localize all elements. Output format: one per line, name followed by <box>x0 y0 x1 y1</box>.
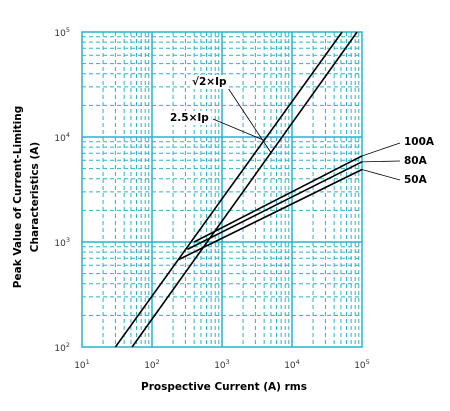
leader-line-0 <box>225 84 272 153</box>
y-tick-label-0: 102 <box>54 341 70 354</box>
x-tick-label-0: 101 <box>74 358 90 371</box>
curve-label-0: √2×Ip <box>192 76 227 88</box>
leader-line-3 <box>361 160 401 163</box>
curve-labels: √2×Ip 2.5×Ip 100A 80A 50A <box>168 75 435 186</box>
tick-labels: 101 102 103 104 105 102 103 104 105 <box>54 26 369 371</box>
y-axis-label-line2: Characteristics (A) <box>29 142 41 252</box>
series-line-4 <box>178 168 363 261</box>
y-tick-label-2: 104 <box>54 131 70 144</box>
x-tick-label-1: 102 <box>144 358 160 371</box>
curve-label-1: 2.5×Ip <box>170 112 209 124</box>
leader-line-2 <box>361 142 401 157</box>
curve-label-3: 80A <box>404 155 428 167</box>
curve-label-bg-0 <box>190 75 230 89</box>
x-tick-label-2: 103 <box>214 358 230 371</box>
curve-label-bg-1 <box>168 111 212 125</box>
y-tick-label-1: 103 <box>54 236 70 249</box>
x-tick-label-4: 105 <box>354 358 370 371</box>
x-tick-label-3: 104 <box>284 358 300 371</box>
leader-line-4 <box>361 169 401 181</box>
series-line-3 <box>187 161 363 251</box>
series-line-2 <box>193 155 363 243</box>
curve-label-4: 50A <box>404 174 428 186</box>
y-axis-label-line1: Peak Value of Current-Limiting <box>12 106 24 288</box>
leader-line-1 <box>212 118 265 141</box>
series-line-1 <box>114 31 343 348</box>
y-tick-label-3: 105 <box>54 26 70 39</box>
curve-label-2: 100A <box>404 136 435 148</box>
series-lines <box>114 31 363 348</box>
x-axis-label: Prospective Current (A) rms <box>141 381 307 393</box>
series-line-0 <box>131 31 358 348</box>
label-leaders <box>212 84 401 181</box>
